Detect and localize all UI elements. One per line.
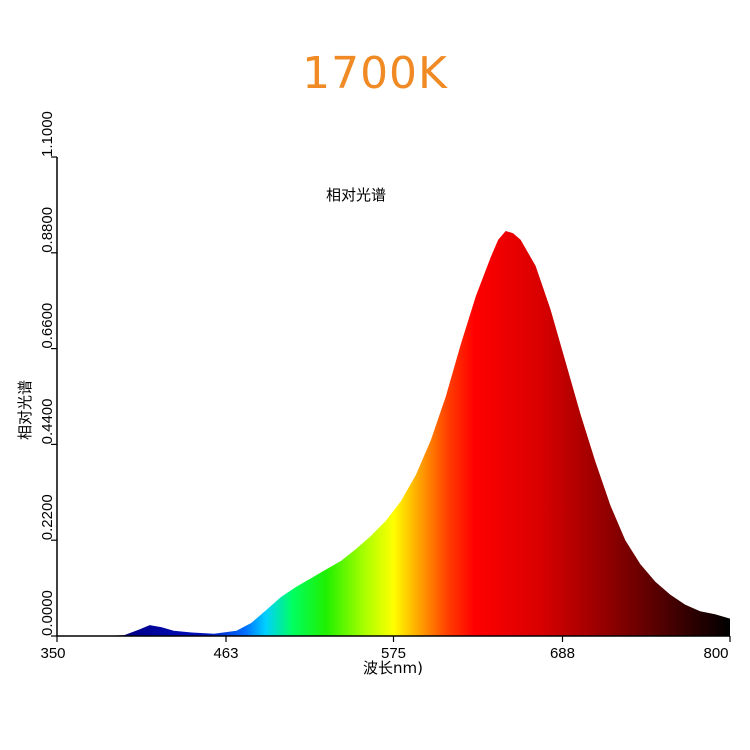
x-tick-label: 463 xyxy=(213,645,238,662)
y-axis-title: 相对光谱 xyxy=(16,380,34,440)
y-tick-label: 0.4400 xyxy=(39,399,56,445)
y-tick-label: 0.8800 xyxy=(39,207,56,253)
chart-headline: 1700K xyxy=(302,48,448,99)
y-tick-label: 0.2200 xyxy=(39,494,56,540)
chart-title: 相对光谱 xyxy=(326,186,386,204)
y-tick-label: 0.0000 xyxy=(39,590,56,636)
y-tick-label: 1.1000 xyxy=(39,111,56,157)
y-tick-label: 0.6600 xyxy=(39,303,56,349)
x-tick-label: 800 xyxy=(703,645,728,662)
x-axis-title: 波长nm) xyxy=(363,659,423,677)
x-tick-label: 688 xyxy=(550,645,575,662)
x-tick-label: 575 xyxy=(381,645,406,662)
x-ticks: 350 463 575 688 800 xyxy=(40,636,731,662)
y-ticks: 0.0000 0.2200 0.4400 0.6600 0.8800 1.1000 xyxy=(39,111,57,637)
x-tick-label: 350 xyxy=(40,645,65,662)
spectrum-area xyxy=(57,231,730,636)
